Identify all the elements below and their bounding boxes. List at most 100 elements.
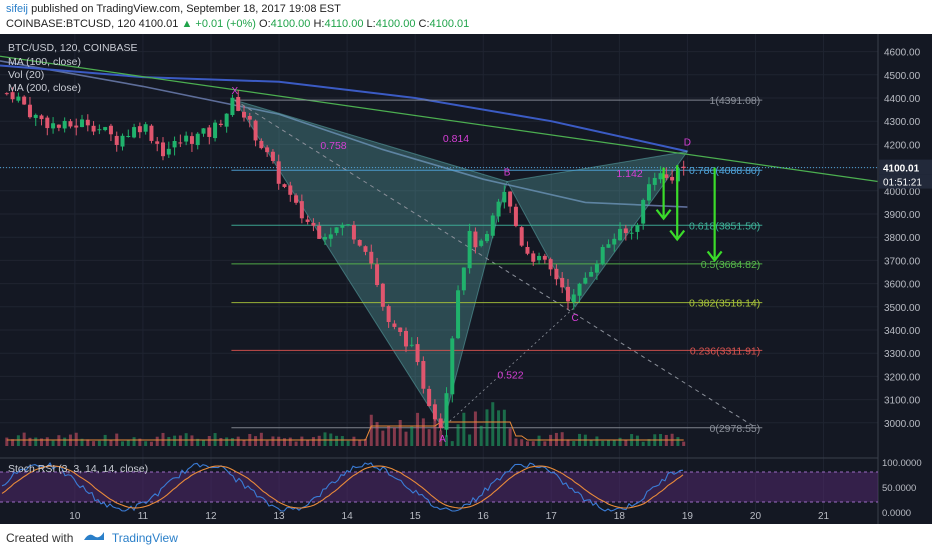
candle-body [218,123,223,126]
candle-body [635,225,640,232]
candle-body [207,127,212,137]
time-tick-label: 10 [69,511,81,522]
candle-body [259,140,264,149]
price-tick-label: 3600.00 [884,280,921,291]
volume-bar [5,437,9,446]
time-tick-label: 17 [546,511,558,522]
volume-bar [167,437,171,446]
candle-body [548,259,553,270]
time-tick-label: 18 [614,511,626,522]
volume-bar [514,438,518,446]
candle-body [421,361,426,389]
candle-body [542,255,547,260]
volume-bar [525,441,529,446]
candle-body [149,125,154,141]
candle-body [68,121,73,127]
candle-body [652,177,657,185]
candle-body [22,96,27,105]
candle-body [565,286,570,302]
arrow-head [669,229,686,242]
candle-body [224,113,229,127]
footer-bar: Created with TradingView [0,524,932,550]
volume-bar [358,440,362,446]
candle-body [432,404,437,420]
time-tick-label: 19 [682,511,694,522]
candle-body [444,393,449,430]
candle-body [299,201,304,219]
candle-body [213,122,218,139]
tradingview-logo-icon [83,530,105,545]
candle-body [91,125,96,132]
candle-body [618,228,623,241]
last-price-value: 4100.01 [883,164,920,175]
price-tick-label: 3700.00 [884,256,921,267]
legend-ma200: MA (200, close) [8,82,81,94]
created-with: Created with [6,531,74,545]
candle-body [375,264,380,286]
volume-bar [479,425,483,446]
volume-bar [92,441,96,446]
bar-countdown: 01:51:21 [883,178,922,189]
candle-body [357,240,362,246]
fib-label-0-618: 0.618(3851.50) [689,220,760,232]
volume-bar [335,435,339,446]
fib-label-0-236: 0.236(3311.91) [690,345,760,357]
volume-bar [491,402,495,446]
header-bar: sifeij published on TradingView.com, Sep… [0,0,932,34]
candle-body [380,283,385,307]
tradingview-link[interactable]: TradingView [111,531,178,545]
high-value: 4110.00 [324,18,364,30]
volume-bar [439,430,443,446]
volume-bar [381,430,385,446]
volume-bar [121,441,125,446]
volume-bar [11,439,15,446]
volume-bar [554,432,558,446]
candle-body [479,240,484,246]
pattern-ratio-label: 1.142 [616,168,642,180]
volume-bar [277,436,281,446]
volume-bar [74,432,78,446]
volume-bar [196,438,200,446]
candle-body [10,92,15,100]
volume-bar [282,438,286,446]
candle-body [508,191,513,207]
price-tick-label: 3500.00 [884,303,921,314]
volume-bar [144,441,148,446]
author-link[interactable]: sifeij [6,3,29,15]
candle-body [670,176,675,181]
pattern-ratio-label: 0.758 [320,140,346,152]
low-label: L: [366,18,376,30]
price-chart[interactable]: 1(4391.08) 0.786(4088.80) 0.618(3851.50) 0.… [0,34,932,524]
oscillator-label: Stoch RSI (3, 3, 14, 14, close) [8,463,148,475]
price-tick-label: 3400.00 [884,326,921,337]
volume-bar [155,436,159,446]
volume-bar [149,441,153,446]
candle-body [606,244,611,248]
candle-body [519,227,524,246]
volume-bar [531,441,535,446]
volume-bar [543,441,547,446]
last-price: 4100.01 [138,18,179,30]
target-arrow-icon [655,167,672,221]
volume-bar [28,437,32,446]
candle-body [85,119,90,126]
candle-body [265,147,270,153]
candle-body [346,224,351,226]
chart-area[interactable]: 1(4391.08) 0.786(4088.80) 0.618(3851.50) 0.… [0,34,932,524]
candle-body [571,294,576,303]
pattern-point-c: C [572,313,579,324]
candle-body [126,136,131,138]
time-tick-label: 21 [818,511,830,522]
candle-body [623,228,628,234]
stoch-rsi-tick-label: 50.0000 [882,483,916,494]
candle-body [114,135,119,145]
candle-body [74,125,79,128]
price-tick-label: 4600.00 [884,48,921,59]
volume-bar [271,436,275,446]
price-axis-background [878,34,932,524]
candle-body [403,330,408,347]
candle-body [450,338,455,395]
price-tick-label: 4200.00 [884,140,921,151]
time-tick-label: 20 [750,511,762,522]
fib-label-1: 1(4391.08) [709,95,760,107]
